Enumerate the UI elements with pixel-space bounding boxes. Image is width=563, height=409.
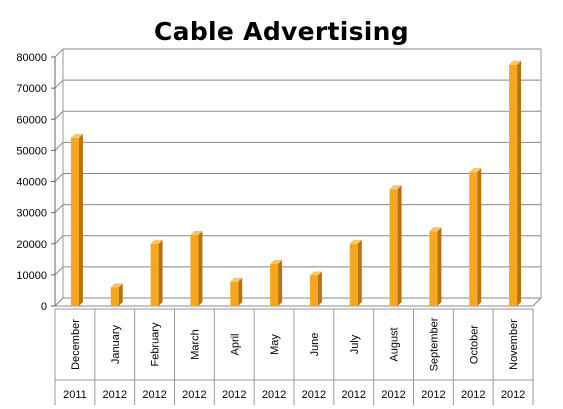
gridline-side [54,266,64,276]
x-tick-label-year: 2012 [461,389,485,401]
x-tick-label-year: 2012 [222,389,246,401]
bar-front [70,137,79,306]
bar-front [150,243,159,306]
bar-top [349,239,362,244]
bar-side [517,60,522,306]
bar [349,239,362,306]
y-tick-label: 10000 [16,270,47,282]
x-tick-label-month: June [309,333,321,357]
bar-top [509,60,522,65]
bar [70,133,83,306]
bar [110,283,123,306]
x-tick-label-month: May [269,334,281,355]
y-tick-label: 40000 [16,177,47,189]
x-tick-label-year: 2012 [142,389,166,401]
bar-side [158,239,163,306]
gridline-side [54,235,64,245]
bar-top [270,259,283,264]
x-tick-label-month: December [70,319,82,370]
y-tick-label: 80000 [16,52,47,64]
y-tick-label: 60000 [16,114,47,126]
bar [150,239,163,306]
bar-side [357,239,362,306]
bar-top [110,283,123,288]
bar-side [477,168,482,306]
bar [230,277,243,306]
bar-top [190,231,203,236]
x-tick-label-year: 2012 [421,389,445,401]
bar-front [509,64,518,306]
chart-title: Cable Advertising [154,17,409,46]
bar-front [429,231,438,306]
bar-front [389,189,398,306]
gridline-side [54,110,64,120]
bar-front [230,281,239,306]
y-tick-label: 50000 [16,145,47,157]
chart-floor [53,297,543,307]
y-tick-label: 20000 [16,239,47,251]
x-tick-label-month: January [110,324,122,364]
y-tick-label: 70000 [16,83,47,95]
x-tick-label-month: April [229,333,241,355]
x-tick-label-month: November [508,319,520,370]
bar-side [397,185,402,306]
bar-side [437,227,442,306]
bar-top [150,239,163,244]
bar-front [190,235,199,306]
x-tick-label-year: 2012 [302,389,326,401]
gridline-side [54,48,64,58]
bar [389,185,402,306]
bar-top [469,168,482,173]
bar-top [309,271,322,276]
gridline-side [54,204,64,213]
x-tick-label-month: September [428,317,440,371]
x-tick-label-year: 2011 [63,389,87,401]
bar [469,168,482,306]
bar [309,271,322,306]
x-tick-label-month: February [150,322,162,367]
y-tick-label: 0 [41,301,47,313]
x-tick-label-year: 2012 [103,389,127,401]
bar-front [469,172,478,306]
gridline-side [54,173,64,182]
bar-side [238,277,243,306]
bar-front [309,275,318,306]
bar [190,231,203,306]
y-tick-label: 30000 [16,208,47,220]
bar-side [317,271,322,306]
gridline-side [54,142,64,151]
bar-front [270,263,279,306]
gridline-side [54,79,64,89]
x-tick-label-year: 2012 [381,389,405,401]
bar-front [110,287,119,306]
bar-side [278,259,283,306]
x-tick-label-month: August [389,327,401,361]
bar-side [118,283,123,306]
bar-top [389,185,402,190]
x-tick-label-year: 2012 [342,389,366,401]
x-tick-label-month: July [349,334,361,354]
x-tick-label-month: October [468,325,480,364]
bar [270,259,283,306]
bar-side [78,133,83,306]
bar-top [230,277,243,282]
bar-side [198,231,203,306]
x-tick-label-year: 2012 [182,389,206,401]
bar [429,227,442,306]
x-tick-label-month: March [189,329,201,360]
x-tick-label-year: 2012 [501,389,525,401]
bar [509,60,522,306]
bar-top [70,133,83,138]
bar-top [429,227,442,232]
x-tick-label-year: 2012 [262,389,286,401]
bar-front [349,243,358,306]
